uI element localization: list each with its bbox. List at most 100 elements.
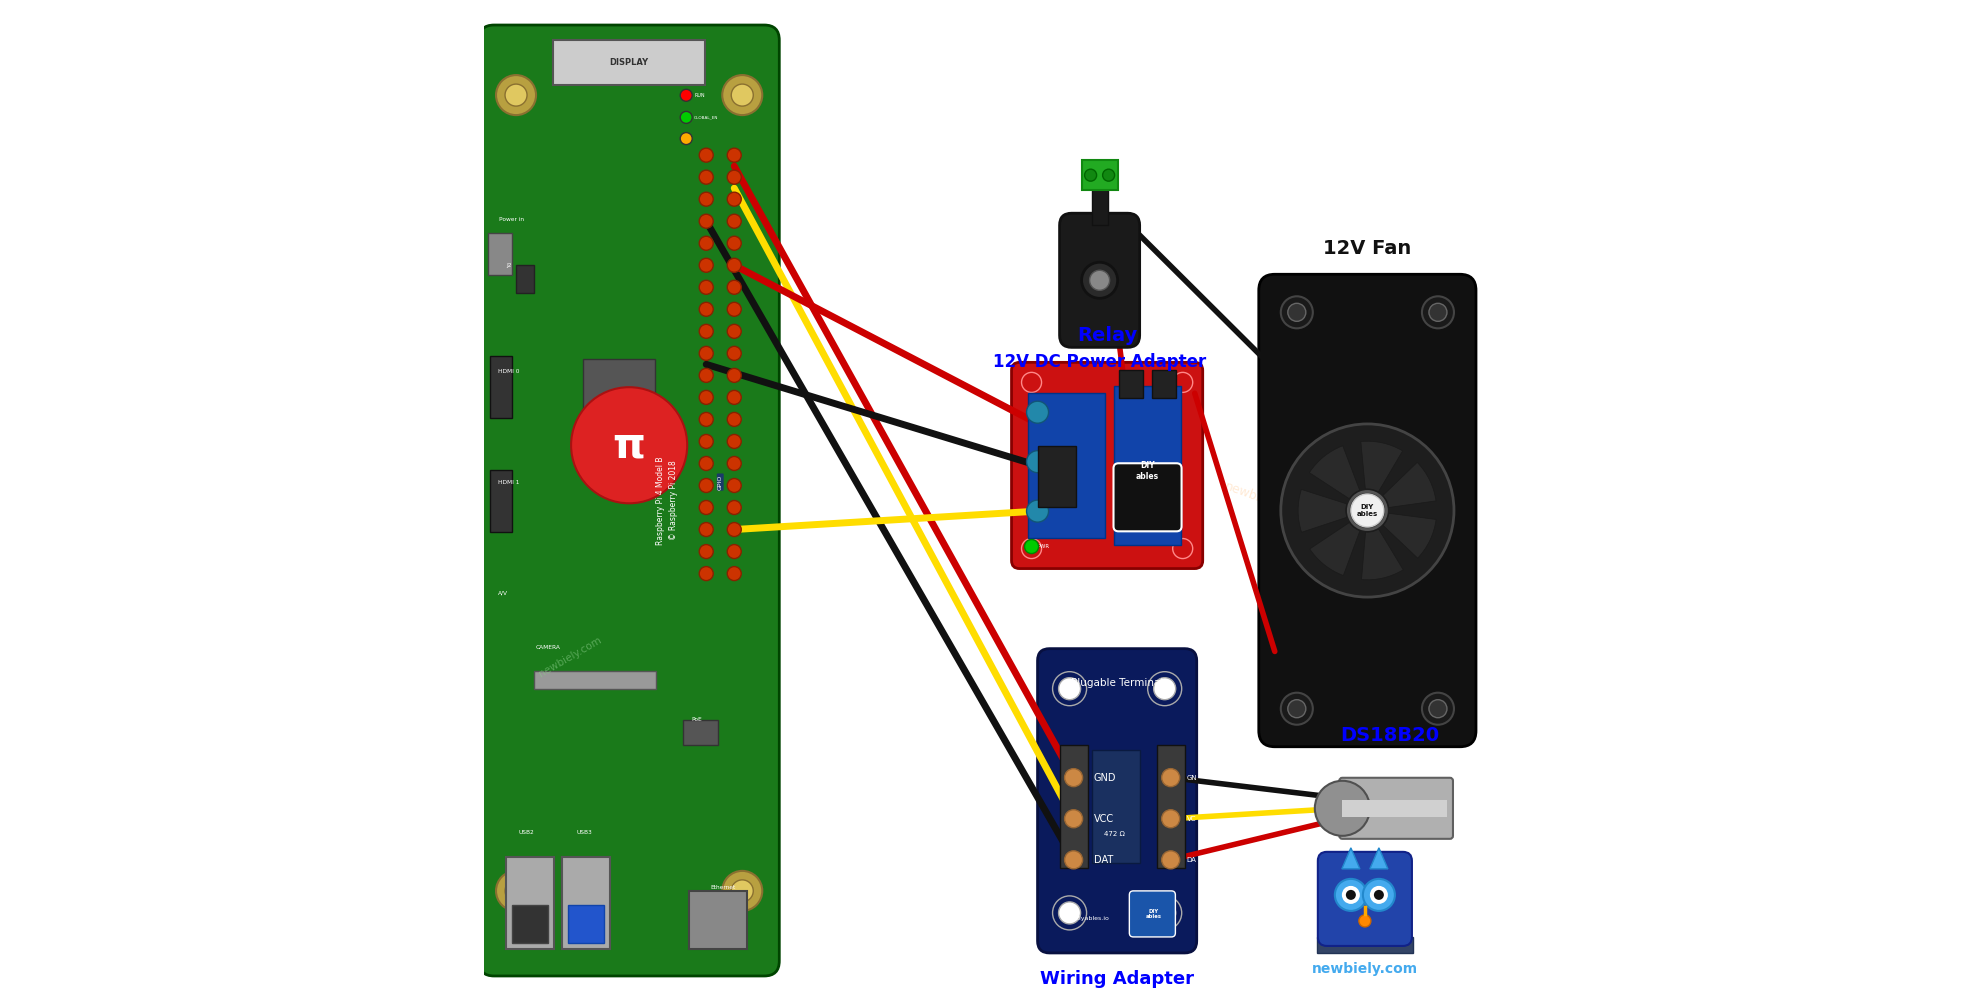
Circle shape xyxy=(1026,450,1049,472)
Circle shape xyxy=(727,545,740,559)
Text: newbiely.com: newbiely.com xyxy=(650,758,719,804)
Bar xyxy=(1120,370,1144,398)
FancyBboxPatch shape xyxy=(1038,649,1197,953)
Text: π: π xyxy=(612,424,646,466)
Circle shape xyxy=(727,346,740,360)
Circle shape xyxy=(1341,886,1361,904)
Bar xyxy=(506,857,553,949)
Text: RUN: RUN xyxy=(695,93,705,98)
Circle shape xyxy=(727,280,740,294)
Circle shape xyxy=(1026,401,1049,423)
Circle shape xyxy=(1288,700,1305,718)
Circle shape xyxy=(730,84,754,106)
Text: USB3: USB3 xyxy=(577,830,593,835)
Text: Plugable Terminal: Plugable Terminal xyxy=(1071,678,1164,688)
Bar xyxy=(1152,370,1175,398)
Circle shape xyxy=(699,258,713,272)
FancyBboxPatch shape xyxy=(1114,463,1181,532)
FancyBboxPatch shape xyxy=(1059,213,1140,347)
Circle shape xyxy=(1065,851,1083,869)
Wedge shape xyxy=(1361,441,1402,491)
Circle shape xyxy=(699,170,713,184)
Bar xyxy=(1091,185,1109,225)
Text: VC: VC xyxy=(1187,816,1197,822)
Circle shape xyxy=(1154,902,1175,924)
Circle shape xyxy=(1429,700,1447,718)
Circle shape xyxy=(504,880,528,902)
Circle shape xyxy=(1335,879,1366,911)
Text: newbiely.com: newbiely.com xyxy=(1223,479,1307,522)
Circle shape xyxy=(679,132,693,144)
FancyBboxPatch shape xyxy=(478,25,780,976)
Circle shape xyxy=(1429,303,1447,321)
Circle shape xyxy=(727,456,740,470)
Circle shape xyxy=(1081,262,1118,298)
Circle shape xyxy=(699,324,713,338)
Text: GN: GN xyxy=(1187,775,1197,781)
Circle shape xyxy=(723,75,762,115)
Bar xyxy=(569,905,604,943)
Text: CAMERA: CAMERA xyxy=(536,646,561,651)
Bar xyxy=(1156,745,1185,868)
Bar xyxy=(1343,800,1447,817)
Circle shape xyxy=(1422,693,1453,725)
Circle shape xyxy=(727,214,740,228)
Circle shape xyxy=(699,456,713,470)
Circle shape xyxy=(1026,500,1049,523)
Circle shape xyxy=(699,412,713,426)
Bar xyxy=(689,891,746,949)
Text: Raspberry Pi 4 Model B
© Raspberry Pi 2018: Raspberry Pi 4 Model B © Raspberry Pi 20… xyxy=(656,456,677,545)
Text: HDMI 0: HDMI 0 xyxy=(498,369,520,374)
Circle shape xyxy=(727,192,740,206)
Circle shape xyxy=(1059,902,1081,924)
FancyBboxPatch shape xyxy=(1012,362,1203,569)
Text: newbiely.com: newbiely.com xyxy=(573,600,636,642)
Circle shape xyxy=(727,324,740,338)
Circle shape xyxy=(1288,303,1305,321)
Circle shape xyxy=(1174,539,1193,559)
Circle shape xyxy=(1162,810,1179,828)
Circle shape xyxy=(1022,372,1042,392)
Circle shape xyxy=(1085,169,1097,181)
Circle shape xyxy=(1065,810,1083,828)
Text: DIY
ables: DIY ables xyxy=(1146,909,1162,919)
Circle shape xyxy=(1359,915,1370,927)
Circle shape xyxy=(1162,769,1179,787)
Circle shape xyxy=(679,89,693,101)
Text: Ethernet: Ethernet xyxy=(711,885,736,890)
Circle shape xyxy=(727,302,740,316)
FancyBboxPatch shape xyxy=(1130,891,1175,937)
Circle shape xyxy=(727,434,740,448)
Text: DIY
ables: DIY ables xyxy=(1357,505,1378,517)
Circle shape xyxy=(699,567,713,581)
Bar xyxy=(1317,937,1414,953)
Text: 12V Fan: 12V Fan xyxy=(1323,239,1412,257)
Circle shape xyxy=(699,434,713,448)
Circle shape xyxy=(1174,372,1193,392)
Bar xyxy=(1091,750,1140,863)
Circle shape xyxy=(1162,851,1179,869)
Circle shape xyxy=(727,170,740,184)
Bar xyxy=(1059,745,1087,868)
Circle shape xyxy=(1148,896,1181,930)
Circle shape xyxy=(1053,672,1087,706)
Circle shape xyxy=(1374,890,1384,900)
Circle shape xyxy=(1315,781,1370,836)
Circle shape xyxy=(571,387,687,504)
Circle shape xyxy=(699,214,713,228)
Wedge shape xyxy=(1382,462,1435,508)
Text: DIY
ables: DIY ables xyxy=(1136,461,1160,480)
Text: VCC: VCC xyxy=(1093,814,1114,824)
Text: A/V: A/V xyxy=(498,591,508,595)
Text: DISPLAY: DISPLAY xyxy=(610,58,648,66)
Text: GND: GND xyxy=(1093,773,1116,783)
Wedge shape xyxy=(1309,445,1361,498)
Circle shape xyxy=(699,236,713,250)
Circle shape xyxy=(699,302,713,316)
Wedge shape xyxy=(1382,514,1435,559)
Bar xyxy=(1081,160,1118,190)
Circle shape xyxy=(699,545,713,559)
Bar xyxy=(490,469,512,532)
Circle shape xyxy=(1370,886,1388,904)
Circle shape xyxy=(727,148,740,162)
